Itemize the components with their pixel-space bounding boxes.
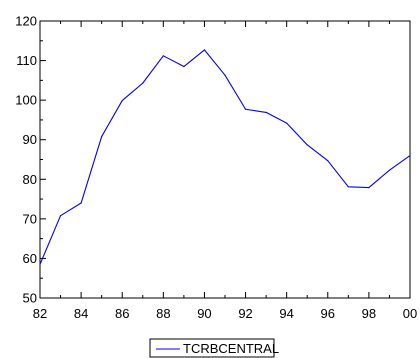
y-tick-label: 60 bbox=[23, 251, 37, 266]
data-point bbox=[347, 186, 349, 188]
series bbox=[39, 49, 411, 265]
data-point bbox=[368, 186, 370, 189]
data-point bbox=[121, 99, 123, 102]
data-point bbox=[39, 263, 41, 265]
x-tick-label: 90 bbox=[197, 306, 211, 321]
x-tick-label: 94 bbox=[279, 306, 293, 321]
data-point bbox=[286, 122, 288, 124]
y-tick-label: 110 bbox=[16, 53, 37, 68]
ticks: 50 60 70 80 90 100 110 120 82 84 86 88 90 92 94 96 98 00 bbox=[15, 14, 417, 322]
x-tick-label: 98 bbox=[362, 306, 376, 321]
axes bbox=[39, 20, 411, 299]
data-point bbox=[203, 49, 206, 51]
y-tick-label: 80 bbox=[23, 172, 37, 187]
x-tick-label: 92 bbox=[238, 306, 252, 321]
series-line-tcrbcentral bbox=[39, 49, 411, 265]
data-point bbox=[224, 74, 226, 76]
data-point bbox=[388, 169, 391, 171]
y-tick-label: 120 bbox=[15, 14, 37, 29]
x-tick-label: 82 bbox=[33, 306, 47, 321]
data-point bbox=[183, 65, 185, 68]
data-point bbox=[80, 202, 82, 204]
data-point bbox=[265, 111, 267, 114]
data-point bbox=[142, 82, 144, 84]
y-tick-label: 50 bbox=[23, 291, 37, 306]
data-point bbox=[59, 215, 62, 217]
plot-frame bbox=[39, 20, 411, 299]
legend: TCRBCENTRAL bbox=[149, 338, 279, 358]
data-point bbox=[327, 160, 329, 162]
x-tick-label: 86 bbox=[115, 306, 129, 321]
data-point bbox=[162, 55, 164, 57]
x-tick-label: 88 bbox=[156, 306, 170, 321]
x-tick-label: 96 bbox=[321, 306, 335, 321]
legend-label: TCRBCENTRAL bbox=[183, 341, 279, 356]
x-tick-label: 00 bbox=[403, 306, 417, 321]
y-tick-label: 90 bbox=[23, 132, 37, 147]
data-point bbox=[101, 135, 103, 138]
x-tick-label: 84 bbox=[74, 306, 88, 321]
y-tick-label: 70 bbox=[23, 211, 37, 226]
legend-box bbox=[149, 338, 275, 358]
y-tick-label: 100 bbox=[15, 93, 37, 108]
data-point bbox=[244, 108, 247, 110]
data-point bbox=[409, 154, 411, 157]
data-point bbox=[306, 144, 308, 146]
